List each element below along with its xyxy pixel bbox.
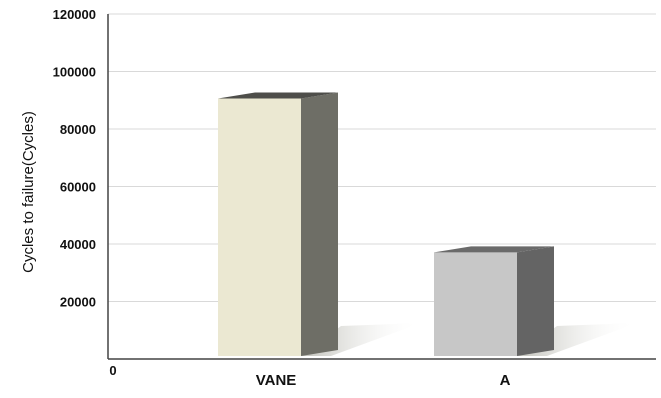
y-tick-label: 40000 — [60, 237, 96, 252]
bars — [218, 92, 554, 356]
y-tick-label: 20000 — [60, 295, 96, 310]
y-axis-label: Cycles to failure(Cycles) — [20, 111, 37, 273]
y-tick-labels: 20000 40000 60000 80000 100000 120000 — [53, 7, 96, 310]
y-tick-label: 60000 — [60, 180, 96, 195]
bar-vane-front — [218, 98, 301, 356]
origin-tick-label: 0 — [109, 363, 116, 378]
axes — [107, 14, 656, 360]
bar-a-side — [517, 246, 554, 356]
bar-vane-top — [218, 92, 338, 99]
bar-a-top — [434, 246, 554, 253]
bar-a-front — [434, 252, 517, 356]
y-tick-label: 80000 — [60, 122, 96, 137]
y-tick-label: 120000 — [53, 7, 96, 22]
y-tick-label: 100000 — [53, 65, 96, 80]
x-tick-label: VANE — [256, 372, 297, 389]
x-tick-labels: VANE A — [256, 372, 511, 389]
x-tick-label: A — [500, 372, 511, 389]
bar-vane-side — [301, 92, 338, 356]
grid-lines — [108, 13, 656, 302]
